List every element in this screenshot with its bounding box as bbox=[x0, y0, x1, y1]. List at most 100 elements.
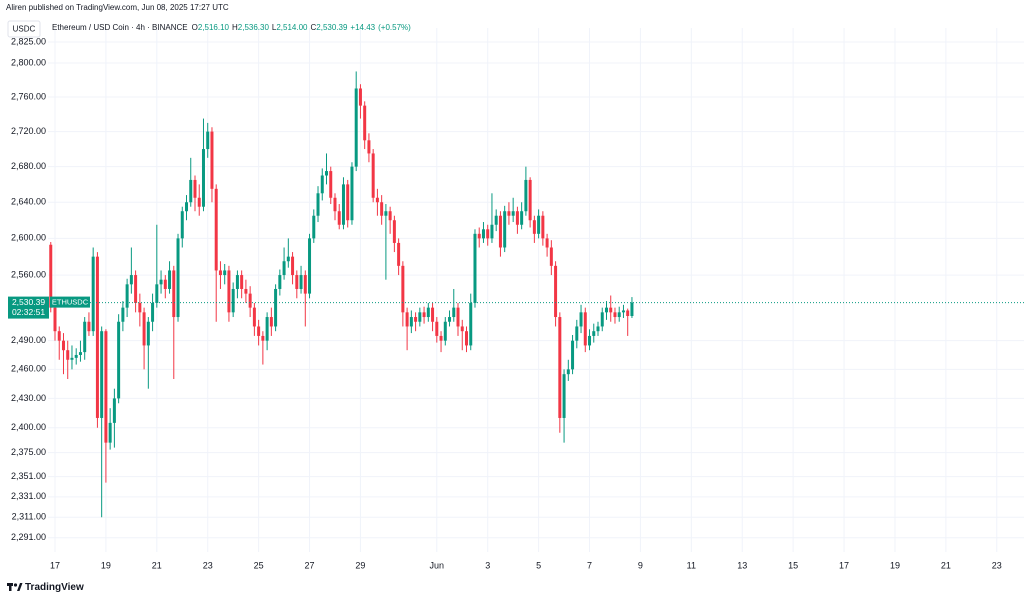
candle-body bbox=[312, 215, 316, 239]
x-tick-label: 9 bbox=[638, 560, 643, 570]
symbol-tag: ETHUSDC bbox=[52, 298, 89, 307]
y-tick-label: 2,375.00 bbox=[11, 447, 46, 457]
x-tick-label: 29 bbox=[355, 560, 365, 570]
candle-body bbox=[498, 215, 502, 248]
candle-body bbox=[511, 211, 515, 216]
candle-body bbox=[541, 215, 545, 239]
candle-body bbox=[549, 247, 553, 266]
currency-box bbox=[7, 20, 41, 38]
price-tag-box bbox=[8, 296, 49, 319]
candle-body bbox=[515, 211, 519, 225]
candle-body bbox=[448, 317, 452, 322]
candle-body bbox=[189, 179, 193, 203]
candle-body bbox=[452, 307, 456, 318]
candle-body bbox=[261, 335, 265, 341]
candle-body bbox=[464, 331, 468, 346]
grid bbox=[48, 28, 1024, 552]
footer-logo bbox=[7, 583, 23, 591]
x-tick-label: 13 bbox=[737, 560, 747, 570]
y-tick-label: 2,600.00 bbox=[11, 233, 46, 243]
candle-body bbox=[422, 312, 426, 318]
candle-body bbox=[117, 321, 121, 399]
candle-body bbox=[371, 153, 375, 198]
legend-prefix: H bbox=[232, 23, 238, 32]
candle-body bbox=[630, 302, 634, 317]
candle-body bbox=[626, 310, 630, 317]
x-tick-label: 17 bbox=[839, 560, 849, 570]
candle-body bbox=[579, 312, 583, 327]
candle-body bbox=[337, 211, 341, 225]
legend-title: Ethereum / USD Coin · 4h · BINANCE bbox=[52, 23, 188, 32]
candle-body bbox=[414, 317, 418, 322]
candle-body bbox=[278, 275, 282, 289]
candle-body bbox=[308, 238, 312, 294]
candle-body bbox=[91, 256, 95, 332]
x-tick-label: Jun bbox=[430, 560, 445, 570]
candle-body bbox=[409, 317, 413, 327]
overlay: 2,825.00 2,800.00 2,760.00 2,720.00 2,680.00… bbox=[8, 36, 1024, 570]
candle-body bbox=[554, 265, 558, 318]
candle-body bbox=[528, 179, 532, 221]
candle-body bbox=[456, 307, 460, 327]
candle-body bbox=[129, 275, 133, 285]
candle-body bbox=[57, 331, 61, 341]
y-tick-label: 2,800.00 bbox=[11, 57, 46, 67]
y-tick-label: 2,760.00 bbox=[11, 91, 46, 101]
candle-body bbox=[583, 312, 587, 346]
candle-body bbox=[363, 105, 367, 141]
x-tick-label: 17 bbox=[50, 560, 60, 570]
candle-body bbox=[206, 131, 210, 150]
candle-body bbox=[431, 307, 435, 322]
x-tick-label: 23 bbox=[992, 560, 1002, 570]
y-tick-label: 2,640.00 bbox=[11, 197, 46, 207]
candle-body bbox=[558, 317, 562, 418]
candle-body bbox=[125, 284, 129, 308]
candle-body bbox=[426, 307, 430, 318]
candle-body bbox=[134, 275, 138, 303]
candle-body bbox=[176, 238, 180, 318]
candle-body bbox=[358, 88, 362, 106]
legend-change: +14.43 bbox=[350, 23, 375, 32]
candle-body bbox=[197, 197, 201, 207]
candle-body bbox=[316, 193, 320, 216]
candle-body bbox=[384, 211, 388, 216]
candles bbox=[49, 71, 634, 518]
candle-body bbox=[227, 270, 231, 313]
candle-body bbox=[494, 215, 498, 225]
candle-body bbox=[95, 256, 99, 418]
candle-body bbox=[532, 220, 536, 234]
candle-body bbox=[257, 326, 261, 336]
y-tick-label: 2,311.00 bbox=[12, 512, 46, 522]
y-tick-label: 2,560.00 bbox=[11, 269, 46, 279]
candle-body bbox=[596, 326, 600, 332]
candle-body bbox=[380, 202, 384, 216]
y-tick-label: 2,291.00 bbox=[11, 532, 46, 542]
legend-value: 2,514.00 bbox=[276, 23, 308, 32]
candle-body bbox=[388, 211, 392, 221]
candle-body bbox=[435, 321, 439, 336]
candle-body bbox=[524, 179, 528, 212]
candle-body bbox=[320, 175, 324, 194]
candle-body bbox=[104, 331, 108, 443]
candle-body bbox=[223, 270, 227, 276]
candle-body bbox=[473, 233, 477, 303]
candle-body bbox=[155, 284, 159, 303]
x-tick-label: 27 bbox=[305, 560, 315, 570]
candle-body bbox=[354, 88, 358, 167]
candle-body bbox=[193, 179, 197, 198]
legend-value: 2,516.10 bbox=[198, 23, 230, 32]
currency: USDC bbox=[13, 25, 36, 34]
y-tick-label: 2,430.00 bbox=[11, 393, 46, 403]
candle-body bbox=[53, 307, 57, 332]
candle-body bbox=[269, 317, 273, 327]
candle-body bbox=[566, 369, 570, 375]
candle-body bbox=[295, 275, 299, 289]
candle-body bbox=[490, 224, 494, 239]
x-tick-label: 21 bbox=[941, 560, 951, 570]
candle-body bbox=[401, 265, 405, 313]
candle-body bbox=[545, 238, 549, 248]
candle-body bbox=[83, 321, 87, 353]
